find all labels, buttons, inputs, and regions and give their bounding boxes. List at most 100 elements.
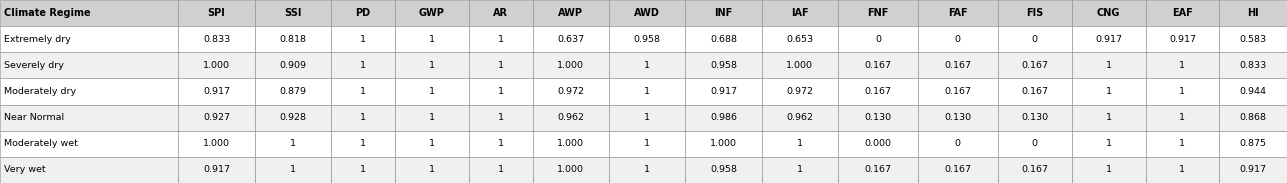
- Bar: [1219, 131, 1287, 157]
- Text: 1: 1: [645, 87, 650, 96]
- Bar: [468, 26, 533, 52]
- Bar: [533, 0, 609, 26]
- Text: 0.167: 0.167: [865, 165, 892, 174]
- Bar: [838, 52, 918, 79]
- Bar: [1145, 26, 1219, 52]
- Bar: [918, 26, 997, 52]
- Bar: [838, 79, 918, 104]
- Text: IAF: IAF: [792, 8, 808, 18]
- Text: 0.000: 0.000: [865, 139, 892, 148]
- Bar: [395, 79, 468, 104]
- Text: 0: 0: [955, 35, 961, 44]
- Text: 1: 1: [1179, 139, 1185, 148]
- Text: 1: 1: [1106, 61, 1112, 70]
- Text: 1: 1: [429, 35, 435, 44]
- Bar: [1219, 79, 1287, 104]
- Text: 0.868: 0.868: [1239, 113, 1266, 122]
- Bar: [395, 157, 468, 183]
- Text: 1: 1: [645, 165, 650, 174]
- Text: SSI: SSI: [284, 8, 301, 18]
- Text: 0.972: 0.972: [786, 87, 813, 96]
- Text: 0.167: 0.167: [1022, 165, 1049, 174]
- Bar: [179, 157, 255, 183]
- Text: AWD: AWD: [634, 8, 660, 18]
- Text: 1: 1: [498, 113, 503, 122]
- Bar: [762, 26, 838, 52]
- Bar: [395, 131, 468, 157]
- Bar: [1145, 104, 1219, 131]
- Bar: [609, 157, 686, 183]
- Bar: [1145, 157, 1219, 183]
- Text: 0: 0: [875, 35, 880, 44]
- Text: 1: 1: [360, 35, 366, 44]
- Bar: [1219, 52, 1287, 79]
- Bar: [331, 157, 395, 183]
- Text: 0.167: 0.167: [1022, 61, 1049, 70]
- Text: 1: 1: [797, 165, 803, 174]
- Text: 0.917: 0.917: [1239, 165, 1266, 174]
- Text: 1: 1: [360, 113, 366, 122]
- Text: 0.917: 0.917: [203, 165, 230, 174]
- Text: 1: 1: [290, 139, 296, 148]
- Text: Moderately dry: Moderately dry: [4, 87, 76, 96]
- Text: 1: 1: [498, 35, 503, 44]
- Text: SPI: SPI: [207, 8, 225, 18]
- Bar: [533, 26, 609, 52]
- Bar: [997, 26, 1072, 52]
- Text: 1: 1: [1106, 165, 1112, 174]
- Bar: [468, 0, 533, 26]
- Bar: [997, 157, 1072, 183]
- Text: 0.818: 0.818: [279, 35, 306, 44]
- Bar: [762, 104, 838, 131]
- Text: 0.583: 0.583: [1239, 35, 1266, 44]
- Text: 1: 1: [1106, 87, 1112, 96]
- Bar: [255, 131, 331, 157]
- Bar: [533, 104, 609, 131]
- Bar: [255, 79, 331, 104]
- Bar: [0, 157, 179, 183]
- Text: 0.653: 0.653: [786, 35, 813, 44]
- Text: INF: INF: [714, 8, 732, 18]
- Bar: [918, 52, 997, 79]
- Text: EAF: EAF: [1172, 8, 1193, 18]
- Bar: [1145, 52, 1219, 79]
- Text: 0.130: 0.130: [1021, 113, 1049, 122]
- Bar: [255, 157, 331, 183]
- Text: 0.909: 0.909: [279, 61, 306, 70]
- Bar: [686, 157, 762, 183]
- Text: Very wet: Very wet: [4, 165, 45, 174]
- Text: 0.167: 0.167: [865, 87, 892, 96]
- Bar: [686, 79, 762, 104]
- Text: 0.130: 0.130: [945, 113, 972, 122]
- Text: HI: HI: [1247, 8, 1259, 18]
- Bar: [1072, 157, 1145, 183]
- Bar: [762, 52, 838, 79]
- Text: 0.917: 0.917: [203, 87, 230, 96]
- Text: 0.879: 0.879: [279, 87, 306, 96]
- Bar: [997, 52, 1072, 79]
- Text: 0.688: 0.688: [710, 35, 737, 44]
- Bar: [918, 79, 997, 104]
- Bar: [0, 104, 179, 131]
- Bar: [331, 104, 395, 131]
- Bar: [686, 104, 762, 131]
- Text: AWP: AWP: [559, 8, 583, 18]
- Bar: [331, 0, 395, 26]
- Bar: [609, 26, 686, 52]
- Bar: [331, 131, 395, 157]
- Bar: [686, 131, 762, 157]
- Bar: [997, 104, 1072, 131]
- Bar: [533, 52, 609, 79]
- Text: 0: 0: [1032, 139, 1037, 148]
- Text: 1: 1: [1106, 113, 1112, 122]
- Text: 0.167: 0.167: [865, 61, 892, 70]
- Bar: [0, 79, 179, 104]
- Bar: [395, 104, 468, 131]
- Bar: [1145, 131, 1219, 157]
- Bar: [395, 26, 468, 52]
- Bar: [609, 0, 686, 26]
- Text: 1: 1: [797, 139, 803, 148]
- Text: 1: 1: [1179, 113, 1185, 122]
- Bar: [1219, 104, 1287, 131]
- Text: 0.167: 0.167: [945, 87, 972, 96]
